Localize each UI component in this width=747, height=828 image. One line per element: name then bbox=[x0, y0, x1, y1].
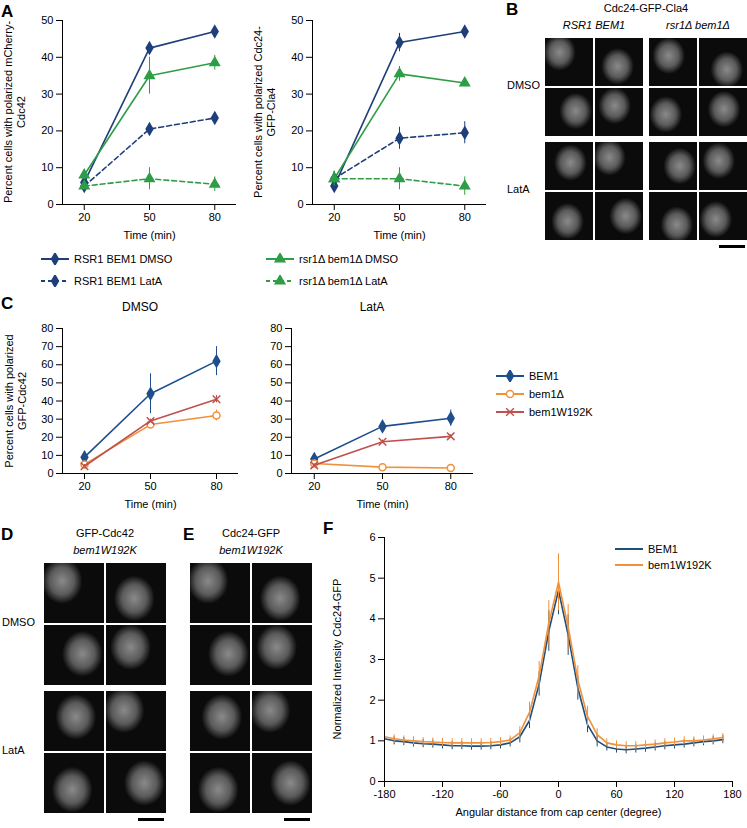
html-text:Percent cells with polarized G: Percent cells with polarized GFP-Cdc42 bbox=[2, 333, 27, 468]
svg-text:60: 60 bbox=[270, 358, 282, 370]
html-text:Cdc24-GFP: Cdc24-GFP bbox=[222, 527, 280, 539]
svg-text:50: 50 bbox=[41, 376, 53, 388]
html-text:BEM1: BEM1 bbox=[529, 370, 559, 382]
html-text:rsr1Δ bem1Δ DMSO: rsr1Δ bem1Δ DMSO bbox=[299, 253, 399, 265]
html-text:E: E bbox=[183, 525, 195, 544]
svg-text:0: 0 bbox=[276, 467, 282, 479]
svg-text:Angular distance from cap cent: Angular distance from cap center (degree… bbox=[455, 806, 661, 818]
svg-text:1: 1 bbox=[369, 734, 375, 746]
svg-text:60: 60 bbox=[610, 788, 622, 800]
svg-text:30: 30 bbox=[291, 88, 303, 100]
svg-text:20: 20 bbox=[308, 480, 320, 492]
svg-text:50: 50 bbox=[144, 480, 156, 492]
html-text:GFP-Cdc42: GFP-Cdc42 bbox=[76, 527, 134, 539]
svg-text:20: 20 bbox=[78, 211, 90, 223]
svg-text:Time (min): Time (min) bbox=[373, 229, 425, 241]
svg-text:50: 50 bbox=[41, 14, 53, 26]
svg-text:30: 30 bbox=[41, 88, 53, 100]
svg-text:80: 80 bbox=[41, 322, 53, 334]
html-text:RSR1 BEM1 DMSO: RSR1 BEM1 DMSO bbox=[74, 253, 173, 265]
svg-text:20: 20 bbox=[328, 211, 340, 223]
svg-text:0: 0 bbox=[47, 198, 53, 210]
html-text:LatA: LatA bbox=[359, 300, 385, 314]
html-text:bem1Δ: bem1Δ bbox=[529, 388, 564, 400]
svg-text:40: 40 bbox=[41, 395, 53, 407]
svg-text:50: 50 bbox=[143, 211, 155, 223]
svg-text:50: 50 bbox=[393, 211, 405, 223]
html-text:LatA: LatA bbox=[2, 744, 25, 756]
html-text:DMSO: DMSO bbox=[2, 616, 35, 628]
html-text:rsr1Δ bem1Δ LatA: rsr1Δ bem1Δ LatA bbox=[299, 275, 388, 287]
svg-text:80: 80 bbox=[209, 211, 221, 223]
svg-text:40: 40 bbox=[41, 51, 53, 63]
html-text:bem1W192K: bem1W192K bbox=[529, 406, 593, 418]
html-text:Percent cells with polarized C: Percent cells with polarized Cdc24-GFP-C… bbox=[252, 26, 277, 198]
svg-text:50: 50 bbox=[376, 480, 388, 492]
svg-text:180: 180 bbox=[723, 788, 741, 800]
svg-text:-120: -120 bbox=[431, 788, 453, 800]
svg-text:40: 40 bbox=[291, 51, 303, 63]
svg-text:Time (min): Time (min) bbox=[124, 498, 176, 510]
svg-text:Time (min): Time (min) bbox=[356, 498, 408, 510]
html-text:Normalized Intensity Cdc24-GFP: Normalized Intensity Cdc24-GFP bbox=[330, 578, 343, 740]
svg-text:40: 40 bbox=[270, 395, 282, 407]
svg-text:20: 20 bbox=[291, 124, 303, 136]
html-text:Percent cells with polarized m: Percent cells with polarized mCherry-Cdc… bbox=[2, 20, 27, 204]
svg-text:Time (min): Time (min) bbox=[123, 229, 175, 241]
svg-text:80: 80 bbox=[210, 480, 222, 492]
svg-text:0: 0 bbox=[297, 198, 303, 210]
html-text:B: B bbox=[506, 0, 519, 19]
svg-text:70: 70 bbox=[270, 340, 282, 352]
html-text:DMSO: DMSO bbox=[507, 79, 540, 91]
html-text:RSR1 BEM1: RSR1 BEM1 bbox=[562, 19, 626, 31]
svg-text:5: 5 bbox=[369, 572, 375, 584]
svg-text:50: 50 bbox=[270, 376, 282, 388]
html-text:D: D bbox=[1, 525, 14, 544]
svg-text:70: 70 bbox=[41, 340, 53, 352]
svg-text:0: 0 bbox=[47, 467, 53, 479]
svg-text:20: 20 bbox=[41, 124, 53, 136]
html-text:rsr1Δ bem1Δ: rsr1Δ bem1Δ bbox=[666, 19, 730, 31]
svg-text:10: 10 bbox=[270, 449, 282, 461]
svg-text:0: 0 bbox=[369, 775, 375, 787]
svg-text:20: 20 bbox=[270, 431, 282, 443]
svg-text:10: 10 bbox=[41, 449, 53, 461]
svg-text:20: 20 bbox=[78, 480, 90, 492]
svg-text:2: 2 bbox=[369, 694, 375, 706]
svg-text:30: 30 bbox=[270, 413, 282, 425]
svg-text:30: 30 bbox=[41, 413, 53, 425]
svg-text:4: 4 bbox=[369, 612, 375, 624]
html-text:F: F bbox=[323, 519, 334, 538]
svg-text:0: 0 bbox=[555, 788, 561, 800]
svg-text:-180: -180 bbox=[373, 788, 395, 800]
svg-text:80: 80 bbox=[445, 480, 457, 492]
svg-text:10: 10 bbox=[291, 161, 303, 173]
html-text:Cdc24-GFP-Cla4: Cdc24-GFP-Cla4 bbox=[603, 2, 689, 14]
svg-text:50: 50 bbox=[291, 14, 303, 26]
svg-text:120: 120 bbox=[665, 788, 683, 800]
html-text:C: C bbox=[1, 294, 14, 313]
html-text:bem1W192K: bem1W192K bbox=[73, 544, 137, 556]
svg-text:80: 80 bbox=[459, 211, 471, 223]
svg-text:20: 20 bbox=[41, 431, 53, 443]
svg-text:3: 3 bbox=[369, 653, 375, 665]
html-text:RSR1 BEM1 LatA: RSR1 BEM1 LatA bbox=[74, 275, 162, 287]
html-text:bem1W192K: bem1W192K bbox=[648, 559, 712, 571]
svg-text:60: 60 bbox=[41, 358, 53, 370]
html-text:bem1W192K: bem1W192K bbox=[219, 544, 283, 556]
svg-text:80: 80 bbox=[270, 322, 282, 334]
svg-text:10: 10 bbox=[41, 161, 53, 173]
html-text:DMSO: DMSO bbox=[122, 300, 158, 314]
svg-text:6: 6 bbox=[369, 531, 375, 543]
html-text:BEM1: BEM1 bbox=[648, 543, 678, 555]
svg-text:-60: -60 bbox=[493, 788, 509, 800]
html-text:LatA: LatA bbox=[507, 183, 530, 195]
html-text:A: A bbox=[1, 2, 14, 21]
